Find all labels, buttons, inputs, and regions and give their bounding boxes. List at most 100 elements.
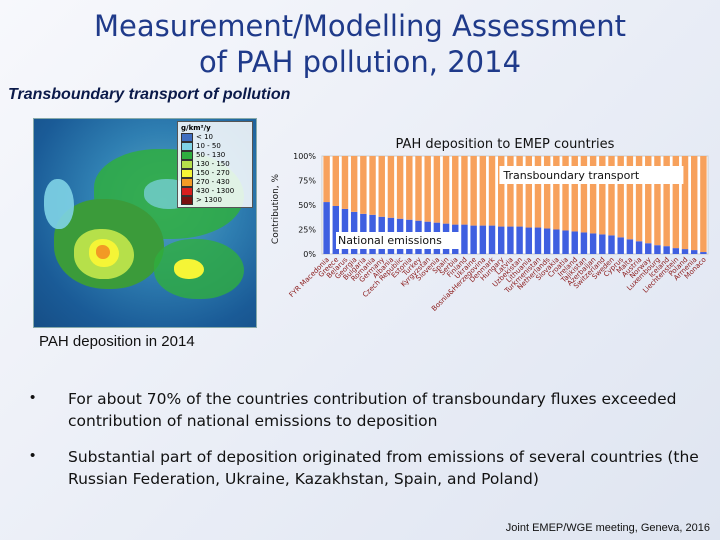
legend-label: 270 - 430: [196, 178, 230, 186]
map-legend: g/km²/y < 10 10 - 50 50 - 130 130 - 150 150 …: [177, 121, 253, 208]
bar-national-17: [479, 225, 487, 254]
bullet-text: Substantial part of deposition originate…: [68, 448, 699, 488]
bar-national-36: [654, 245, 661, 254]
bar-transboundary-24: [543, 156, 551, 229]
y-axis-label: Contribution, %: [271, 173, 281, 244]
legend-row: 130 - 150: [181, 160, 249, 169]
bar-transboundary-38: [672, 156, 680, 249]
bar-national-16: [470, 225, 477, 254]
footer-text: Joint EMEP/WGE meeting, Geneva, 2016: [505, 522, 710, 534]
bar-national-23: [534, 227, 542, 254]
bullet-dot: •: [30, 389, 36, 406]
deposition-chart: PAH deposition to EMEP countries Contribu…: [258, 128, 718, 338]
bar-transboundary-40: [690, 156, 698, 251]
bar-transboundary-36: [654, 156, 661, 246]
legend-label: > 1300: [196, 196, 222, 204]
bullet-list: • For about 70% of the countries contrib…: [30, 388, 700, 504]
legend-swatch: [181, 196, 193, 205]
bar-national-32: [617, 237, 624, 254]
annotation-bg: [336, 232, 460, 249]
annotation-national: National emissions: [338, 234, 442, 247]
bar-national-41: [700, 252, 707, 254]
legend-swatch: [181, 187, 193, 196]
bar-transboundary-23: [534, 156, 542, 228]
legend-swatch: [181, 151, 193, 160]
bar-transboundary-20: [507, 156, 514, 227]
legend-row: 430 - 1300: [181, 187, 249, 196]
bar-transboundary-29: [589, 156, 597, 234]
bar-national-19: [497, 226, 505, 254]
bar-transboundary-9: [406, 156, 413, 220]
bar-national-38: [672, 248, 680, 254]
bar-transboundary-39: [681, 156, 689, 250]
legend-row: 10 - 50: [181, 142, 249, 151]
legend-label: 130 - 150: [196, 160, 230, 168]
bar-national-22: [525, 227, 533, 254]
map-caption: PAH deposition in 2014: [39, 333, 195, 350]
bar-national-20: [507, 226, 514, 254]
bar-transboundary-21: [516, 156, 523, 227]
bar-transboundary-34: [635, 156, 643, 242]
bar-national-21: [516, 226, 523, 254]
y-tick-label: 50%: [298, 201, 316, 210]
bullet-text: For about 70% of the countries contribut…: [68, 390, 677, 430]
bar-transboundary-30: [599, 156, 606, 235]
bar-national-39: [681, 249, 689, 254]
bullet-item: • Substantial part of deposition origina…: [30, 446, 700, 490]
bar-transboundary-18: [488, 156, 496, 226]
bar-national-0: [323, 202, 330, 254]
bar-transboundary-35: [645, 156, 652, 244]
bar-national-30: [599, 234, 606, 254]
bar-transboundary-10: [415, 156, 422, 221]
bar-transboundary-15: [461, 156, 468, 225]
bar-transboundary-2: [341, 156, 349, 209]
legend-unit: g/km²/y: [181, 124, 211, 132]
bar-national-25: [553, 229, 560, 254]
bar-transboundary-8: [396, 156, 404, 219]
deposition-chart-svg: PAH deposition to EMEP countries Contribu…: [271, 137, 709, 313]
legend-swatch: [181, 142, 193, 151]
bar-transboundary-16: [470, 156, 477, 226]
legend-swatch: [181, 178, 193, 187]
legend-label: 150 - 270: [196, 169, 230, 177]
legend-row: 270 - 430: [181, 178, 249, 187]
bar-transboundary-26: [562, 156, 569, 231]
bar-transboundary-11: [424, 156, 431, 222]
bar-national-18: [488, 225, 496, 254]
bar-national-27: [571, 231, 578, 254]
bar-national-37: [663, 246, 670, 254]
bar-national-26: [562, 230, 569, 254]
y-tick-label: 75%: [298, 177, 316, 186]
bar-national-1: [332, 205, 340, 254]
bar-transboundary-0: [323, 156, 330, 203]
bar-transboundary-33: [626, 156, 634, 240]
legend-swatch: [181, 133, 193, 142]
y-tick-label: 0%: [303, 250, 316, 259]
bar-national-35: [645, 243, 652, 254]
bar-transboundary-12: [433, 156, 441, 223]
bar-transboundary-32: [617, 156, 624, 238]
annotation-bg: [499, 166, 684, 184]
bar-transboundary-25: [553, 156, 560, 230]
chart-title: PAH deposition to EMEP countries: [396, 137, 615, 152]
bullet-dot: •: [30, 447, 36, 464]
slide-title-line2: of PAH pollution, 2014: [198, 45, 522, 79]
legend-row: < 10: [181, 133, 249, 142]
bar-transboundary-6: [378, 156, 385, 217]
legend-label: 430 - 1300: [196, 187, 235, 195]
bar-transboundary-37: [663, 156, 670, 247]
bar-national-33: [626, 239, 634, 254]
bar-national-15: [461, 224, 468, 254]
slide-subtitle: Transboundary transport of pollution: [8, 86, 291, 103]
bar-transboundary-31: [608, 156, 615, 236]
bar-transboundary-19: [497, 156, 505, 227]
annotation-transboundary: Transboundary transport: [502, 169, 639, 182]
bar-national-24: [543, 228, 551, 254]
bar-transboundary-27: [571, 156, 578, 232]
legend-row: > 1300: [181, 196, 249, 205]
bar-national-40: [690, 250, 698, 254]
bar-transboundary-1: [332, 156, 340, 206]
pah-deposition-map: g/km²/y < 10 10 - 50 50 - 130 130 - 150 150 …: [33, 118, 257, 328]
slide-title-line1: Measurement/Modelling Assessment: [93, 9, 626, 43]
legend-label: 10 - 50: [196, 142, 221, 150]
